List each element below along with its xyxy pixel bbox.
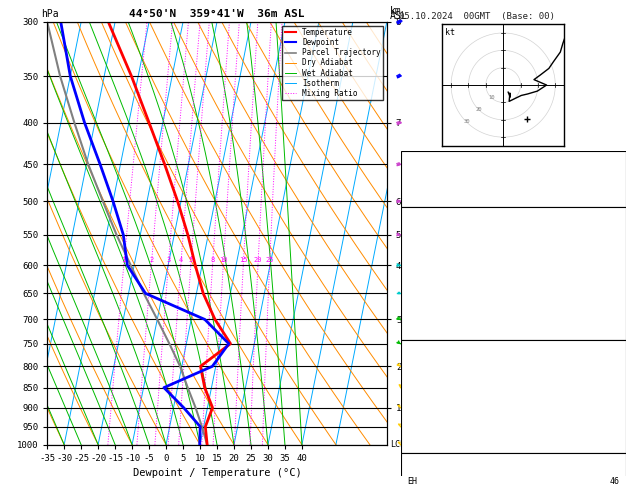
Text: 305: 305	[604, 269, 619, 278]
Text: 10: 10	[488, 95, 494, 100]
Text: Lifted Index: Lifted Index	[408, 288, 467, 297]
Text: 8: 8	[211, 257, 214, 263]
Text: Most Unstable: Most Unstable	[478, 345, 548, 353]
Text: θₑ (K): θₑ (K)	[408, 382, 437, 391]
Text: 5: 5	[189, 257, 193, 263]
Text: 25: 25	[265, 257, 274, 263]
Text: CIN (J): CIN (J)	[408, 439, 442, 448]
Text: Lifted Index: Lifted Index	[408, 401, 467, 410]
Text: Temp (°C): Temp (°C)	[408, 231, 452, 240]
Text: 15: 15	[609, 288, 619, 297]
Y-axis label: Mixing Ratio (g/kg): Mixing Ratio (g/kg)	[407, 177, 417, 289]
Text: Pressure (mb): Pressure (mb)	[408, 364, 472, 372]
X-axis label: Dewpoint / Temperature (°C): Dewpoint / Temperature (°C)	[133, 469, 301, 478]
Text: 30: 30	[464, 119, 470, 124]
Text: PW (cm): PW (cm)	[408, 193, 442, 202]
Text: 10: 10	[219, 257, 228, 263]
Text: 0: 0	[614, 439, 619, 448]
Text: Hodograph: Hodograph	[489, 458, 537, 467]
Text: 0: 0	[614, 307, 619, 316]
Text: 12.1: 12.1	[599, 231, 619, 240]
Text: kt: kt	[445, 28, 455, 37]
Text: Surface: Surface	[494, 212, 532, 221]
Text: 4: 4	[179, 257, 183, 263]
Text: 750: 750	[604, 364, 619, 372]
Text: LCL: LCL	[390, 440, 405, 449]
Text: 1: 1	[121, 257, 126, 263]
Text: CAPE (J): CAPE (J)	[408, 307, 447, 316]
Text: 15: 15	[239, 257, 247, 263]
Text: CIN (J): CIN (J)	[408, 326, 442, 334]
Text: 05.10.2024  00GMT  (Base: 00): 05.10.2024 00GMT (Base: 00)	[399, 12, 555, 21]
Text: EH: EH	[408, 477, 418, 486]
Legend: Temperature, Dewpoint, Parcel Trajectory, Dry Adiabat, Wet Adiabat, Isotherm, Mi: Temperature, Dewpoint, Parcel Trajectory…	[282, 26, 383, 100]
Text: 2: 2	[149, 257, 153, 263]
Text: 0: 0	[614, 326, 619, 334]
Text: 319: 319	[604, 382, 619, 391]
Text: ASL: ASL	[390, 11, 408, 21]
Text: 0: 0	[614, 420, 619, 429]
Text: 2.68: 2.68	[599, 193, 619, 202]
Text: © weatheronline.co.uk: © weatheronline.co.uk	[465, 464, 562, 473]
Text: 9.9: 9.9	[604, 250, 619, 259]
Text: 46: 46	[609, 477, 619, 486]
Bar	[401, 208, 626, 340]
Bar	[401, 340, 626, 453]
Text: 20: 20	[476, 107, 482, 112]
Text: K: K	[408, 156, 413, 165]
Bar	[401, 151, 626, 208]
Text: 12: 12	[609, 156, 619, 165]
Text: 25: 25	[609, 174, 619, 184]
Text: θₑ(K): θₑ(K)	[408, 269, 432, 278]
Text: hPa: hPa	[41, 9, 58, 19]
Text: km: km	[390, 6, 402, 16]
Text: Totals Totals: Totals Totals	[408, 174, 472, 184]
Text: 20: 20	[253, 257, 262, 263]
Text: CAPE (J): CAPE (J)	[408, 420, 447, 429]
Bar	[401, 453, 626, 486]
Text: Dewp (°C): Dewp (°C)	[408, 250, 452, 259]
Text: 44°50'N  359°41'W  36m ASL: 44°50'N 359°41'W 36m ASL	[129, 9, 305, 19]
Text: 3: 3	[166, 257, 170, 263]
Text: 8: 8	[614, 401, 619, 410]
